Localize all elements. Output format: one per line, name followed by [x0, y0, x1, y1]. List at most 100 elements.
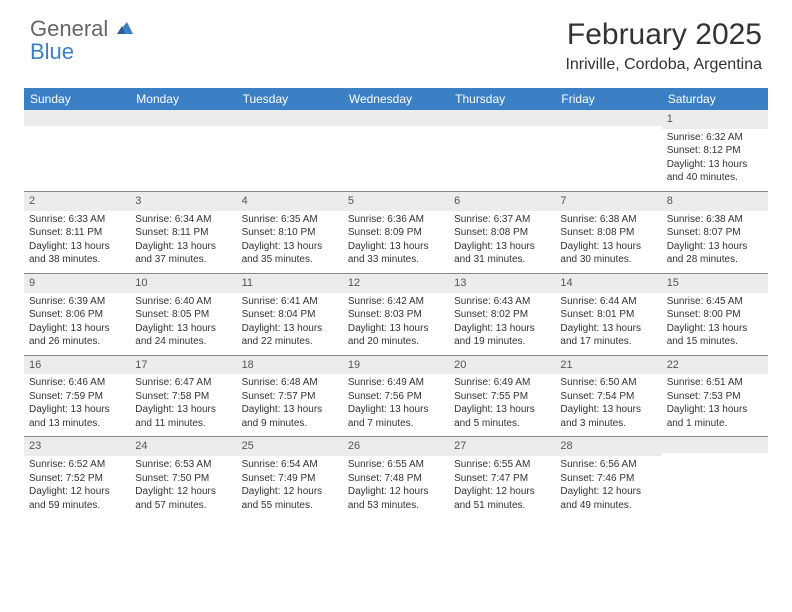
- calendar-day-cell: 13Sunrise: 6:43 AMSunset: 8:02 PMDayligh…: [449, 273, 555, 355]
- calendar-day-cell: 14Sunrise: 6:44 AMSunset: 8:01 PMDayligh…: [555, 273, 661, 355]
- day-detail-line: Sunset: 7:47 PM: [454, 472, 550, 486]
- day-detail-line: Daylight: 13 hours and 24 minutes.: [135, 322, 231, 349]
- day-details: Sunrise: 6:51 AMSunset: 7:53 PMDaylight:…: [667, 376, 763, 430]
- day-detail-line: Sunset: 7:50 PM: [135, 472, 231, 486]
- day-detail-line: Sunset: 7:59 PM: [29, 390, 125, 404]
- day-number: 5: [343, 192, 449, 211]
- day-detail-line: Sunrise: 6:52 AM: [29, 458, 125, 472]
- day-details: Sunrise: 6:56 AMSunset: 7:46 PMDaylight:…: [560, 458, 656, 512]
- day-details: Sunrise: 6:52 AMSunset: 7:52 PMDaylight:…: [29, 458, 125, 512]
- day-detail-line: Sunset: 8:02 PM: [454, 308, 550, 322]
- day-detail-line: Sunset: 7:58 PM: [135, 390, 231, 404]
- day-detail-line: Sunrise: 6:47 AM: [135, 376, 231, 390]
- day-number: 28: [555, 437, 661, 456]
- day-detail-line: Sunrise: 6:43 AM: [454, 295, 550, 309]
- day-detail-line: Sunset: 8:03 PM: [348, 308, 444, 322]
- calendar-body: 1Sunrise: 6:32 AMSunset: 8:12 PMDaylight…: [24, 110, 768, 518]
- day-detail-line: Daylight: 13 hours and 11 minutes.: [135, 403, 231, 430]
- day-number: 12: [343, 274, 449, 293]
- day-number: 6: [449, 192, 555, 211]
- day-detail-line: Sunset: 8:08 PM: [560, 226, 656, 240]
- month-title: February 2025: [565, 18, 762, 52]
- day-header: Wednesday: [343, 88, 449, 110]
- day-detail-line: Daylight: 13 hours and 22 minutes.: [242, 322, 338, 349]
- day-detail-line: Sunset: 8:11 PM: [135, 226, 231, 240]
- day-detail-line: Sunset: 8:08 PM: [454, 226, 550, 240]
- day-detail-line: Sunset: 7:56 PM: [348, 390, 444, 404]
- day-detail-line: Daylight: 12 hours and 49 minutes.: [560, 485, 656, 512]
- day-detail-line: Daylight: 13 hours and 3 minutes.: [560, 403, 656, 430]
- calendar-day-cell: [449, 110, 555, 191]
- day-number: [449, 110, 555, 126]
- day-header-row: SundayMondayTuesdayWednesdayThursdayFrid…: [24, 88, 768, 110]
- calendar-day-cell: 20Sunrise: 6:49 AMSunset: 7:55 PMDayligh…: [449, 355, 555, 437]
- day-detail-line: Sunrise: 6:45 AM: [667, 295, 763, 309]
- calendar-day-cell: 10Sunrise: 6:40 AMSunset: 8:05 PMDayligh…: [130, 273, 236, 355]
- day-detail-line: Sunset: 7:52 PM: [29, 472, 125, 486]
- calendar-day-cell: [237, 110, 343, 191]
- day-detail-line: Sunset: 7:57 PM: [242, 390, 338, 404]
- day-detail-line: Sunset: 7:53 PM: [667, 390, 763, 404]
- calendar-day-cell: 6 Sunrise: 6:37 AMSunset: 8:08 PMDaylight…: [449, 191, 555, 273]
- day-header: Thursday: [449, 88, 555, 110]
- calendar-day-cell: 19Sunrise: 6:49 AMSunset: 7:56 PMDayligh…: [343, 355, 449, 437]
- day-detail-line: Daylight: 13 hours and 35 minutes.: [242, 240, 338, 267]
- day-detail-line: Sunrise: 6:42 AM: [348, 295, 444, 309]
- day-detail-line: Sunset: 8:12 PM: [667, 144, 763, 158]
- day-detail-line: Sunset: 8:04 PM: [242, 308, 338, 322]
- day-detail-line: Sunset: 8:06 PM: [29, 308, 125, 322]
- calendar-day-cell: 9Sunrise: 6:39 AMSunset: 8:06 PMDaylight…: [24, 273, 130, 355]
- day-number: 2: [24, 192, 130, 211]
- day-detail-line: Daylight: 13 hours and 37 minutes.: [135, 240, 231, 267]
- day-detail-line: Sunset: 8:07 PM: [667, 226, 763, 240]
- day-detail-line: Daylight: 12 hours and 55 minutes.: [242, 485, 338, 512]
- day-detail-line: Sunrise: 6:50 AM: [560, 376, 656, 390]
- brand-part2: Blue: [30, 39, 74, 64]
- calendar-day-cell: 23 Sunrise: 6:52 AMSunset: 7:52 PMDayligh…: [24, 437, 130, 518]
- day-detail-line: Sunset: 8:05 PM: [135, 308, 231, 322]
- day-header: Friday: [555, 88, 661, 110]
- day-number: 13: [449, 274, 555, 293]
- day-header: Saturday: [662, 88, 768, 110]
- day-detail-line: Sunrise: 6:49 AM: [348, 376, 444, 390]
- day-number: 15: [662, 274, 768, 293]
- day-detail-line: Daylight: 13 hours and 30 minutes.: [560, 240, 656, 267]
- day-header: Tuesday: [237, 88, 343, 110]
- day-details: Sunrise: 6:33 AMSunset: 8:11 PMDaylight:…: [29, 213, 125, 267]
- day-details: Sunrise: 6:53 AMSunset: 7:50 PMDaylight:…: [135, 458, 231, 512]
- day-detail-line: Sunset: 8:11 PM: [29, 226, 125, 240]
- day-detail-line: Daylight: 13 hours and 13 minutes.: [29, 403, 125, 430]
- day-detail-line: Sunset: 7:55 PM: [454, 390, 550, 404]
- day-number: [130, 110, 236, 126]
- day-number: 23: [24, 437, 130, 456]
- day-number: 19: [343, 356, 449, 375]
- day-details: Sunrise: 6:36 AMSunset: 8:09 PMDaylight:…: [348, 213, 444, 267]
- day-detail-line: Sunrise: 6:51 AM: [667, 376, 763, 390]
- calendar-day-cell: 26Sunrise: 6:55 AMSunset: 7:48 PMDayligh…: [343, 437, 449, 518]
- day-detail-line: Daylight: 13 hours and 7 minutes.: [348, 403, 444, 430]
- calendar-week-row: 16Sunrise: 6:46 AMSunset: 7:59 PMDayligh…: [24, 355, 768, 437]
- day-detail-line: Sunset: 7:46 PM: [560, 472, 656, 486]
- day-details: Sunrise: 6:35 AMSunset: 8:10 PMDaylight:…: [242, 213, 338, 267]
- day-details: Sunrise: 6:37 AMSunset: 8:08 PMDaylight:…: [454, 213, 550, 267]
- day-detail-line: Daylight: 13 hours and 31 minutes.: [454, 240, 550, 267]
- day-number: 21: [555, 356, 661, 375]
- day-details: Sunrise: 6:40 AMSunset: 8:05 PMDaylight:…: [135, 295, 231, 349]
- day-detail-line: Daylight: 13 hours and 40 minutes.: [667, 158, 763, 185]
- calendar-day-cell: 24 Sunrise: 6:53 AMSunset: 7:50 PMDayligh…: [130, 437, 236, 518]
- day-number: 11: [237, 274, 343, 293]
- calendar-week-row: 9Sunrise: 6:39 AMSunset: 8:06 PMDaylight…: [24, 273, 768, 355]
- day-detail-line: Sunrise: 6:55 AM: [348, 458, 444, 472]
- day-number: 4: [237, 192, 343, 211]
- day-number: [662, 437, 768, 453]
- day-detail-line: Sunset: 7:49 PM: [242, 472, 338, 486]
- day-detail-line: Sunset: 7:54 PM: [560, 390, 656, 404]
- calendar-day-cell: 7Sunrise: 6:38 AMSunset: 8:08 PMDaylight…: [555, 191, 661, 273]
- day-number: 24: [130, 437, 236, 456]
- calendar-day-cell: 11Sunrise: 6:41 AMSunset: 8:04 PMDayligh…: [237, 273, 343, 355]
- day-detail-line: Sunset: 8:09 PM: [348, 226, 444, 240]
- day-number: 17: [130, 356, 236, 375]
- day-header: Monday: [130, 88, 236, 110]
- location-subtitle: Inriville, Cordoba, Argentina: [565, 56, 762, 74]
- day-details: Sunrise: 6:54 AMSunset: 7:49 PMDaylight:…: [242, 458, 338, 512]
